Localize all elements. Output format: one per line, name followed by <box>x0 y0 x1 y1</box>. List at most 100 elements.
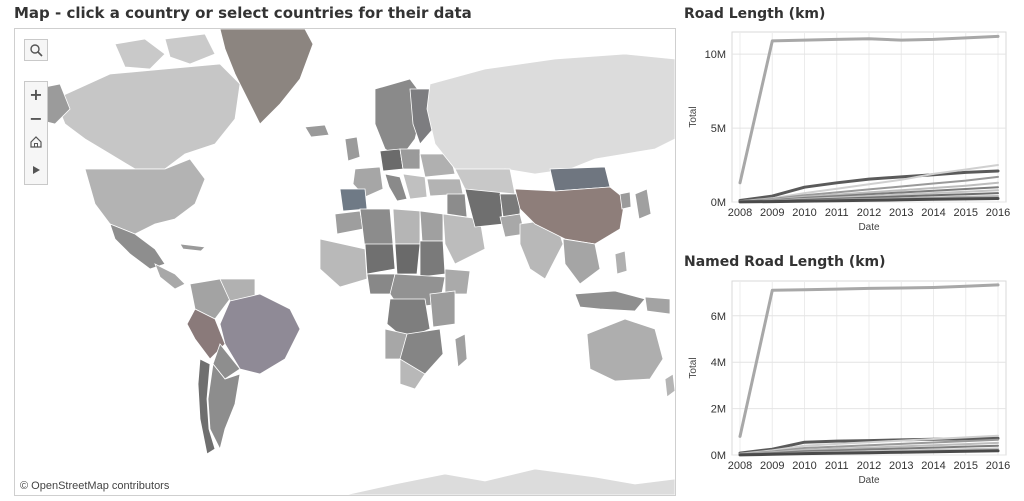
country-egypt <box>419 210 444 242</box>
road-length-title: Road Length (km) <box>684 6 826 22</box>
country-argentina <box>207 363 241 451</box>
country-ethiopia <box>444 268 471 295</box>
country-niger <box>364 243 396 275</box>
country-cuba <box>179 243 206 252</box>
x-tick-label: 2016 <box>986 207 1010 219</box>
country-south-africa <box>399 358 426 390</box>
country-colombia <box>189 278 231 320</box>
country-madagascar <box>454 333 468 368</box>
y-tick-label: 4M <box>711 357 726 369</box>
zoom-in-button[interactable]: + <box>25 82 47 106</box>
zoom-out-button[interactable]: − <box>25 106 47 130</box>
y-axis-label: Total <box>688 106 699 127</box>
series-line-10 <box>738 197 1000 204</box>
y-tick-label: 2M <box>711 404 726 416</box>
x-tick-label: 2010 <box>792 207 816 219</box>
map-attribution: © OpenStreetMap contributors <box>17 480 173 492</box>
country-papua <box>644 296 671 315</box>
x-tick-label: 2011 <box>825 460 849 472</box>
x-tick-label: 2015 <box>954 460 978 472</box>
play-icon <box>33 166 40 174</box>
country-sudan <box>419 240 446 278</box>
country-peru <box>186 308 226 360</box>
country-balkans <box>402 173 428 200</box>
series-line-4 <box>739 175 999 203</box>
home-icon <box>30 136 42 148</box>
series-line-2 <box>738 169 1000 202</box>
y-tick-label: 5M <box>711 123 726 135</box>
x-tick-label: 2014 <box>921 207 945 219</box>
country-philippines <box>614 250 628 275</box>
country-usa <box>84 158 206 235</box>
road-length-chart[interactable]: 0M 5M 10M 2008 2009 2010 2011 2012 2013 2014 2015 2… <box>680 28 1020 242</box>
country-iceland <box>304 124 330 138</box>
named-road-length-title: Named Road Length (km) <box>684 254 886 270</box>
search-icon <box>30 44 43 57</box>
country-turkey <box>426 178 464 197</box>
y-tick-label: 0M <box>711 450 726 462</box>
country-china <box>514 186 626 245</box>
country-west-africa <box>319 238 368 288</box>
country-southeast-asia <box>562 238 601 285</box>
country-korea <box>619 191 632 210</box>
x-tick-label: 2013 <box>889 460 913 472</box>
country-central-asia <box>454 168 516 195</box>
country-new-zealand <box>664 373 675 398</box>
x-tick-label: 2008 <box>728 460 752 472</box>
country-finland <box>409 88 434 145</box>
x-tick-label: 2008 <box>728 207 752 219</box>
country-algeria <box>359 208 394 250</box>
country-chile <box>197 358 216 455</box>
country-russia <box>426 53 675 175</box>
y-tick-label: 6M <box>711 311 726 323</box>
country-libya <box>392 208 421 245</box>
x-axis-label: Date <box>858 475 880 486</box>
country-morocco <box>334 210 364 235</box>
series-line-1 <box>738 34 1000 185</box>
map-zoom-controls: + − <box>24 81 48 185</box>
series-line-1 <box>738 283 1000 438</box>
country-arctic-islands-2 <box>164 33 216 65</box>
search-button[interactable] <box>24 39 48 61</box>
x-tick-label: 2013 <box>889 207 913 219</box>
country-east-africa <box>429 290 456 328</box>
country-australia <box>586 318 664 382</box>
country-brazil <box>219 293 301 375</box>
y-tick-label: 0M <box>711 197 726 209</box>
y-axis-label: Total <box>688 357 699 378</box>
country-germany <box>379 148 404 172</box>
world-map-canvas[interactable] <box>15 29 675 495</box>
country-central-america <box>154 263 186 290</box>
map-title: Map - click a country or select countrie… <box>14 4 472 22</box>
country-japan <box>634 188 652 220</box>
country-iraq <box>446 193 468 218</box>
x-tick-label: 2012 <box>857 460 881 472</box>
x-tick-label: 2010 <box>792 460 816 472</box>
x-tick-label: 2009 <box>760 460 784 472</box>
country-greenland <box>219 29 314 125</box>
series-line-3 <box>739 434 999 455</box>
series-line-3 <box>739 164 999 203</box>
y-tick-label: 10M <box>705 49 726 61</box>
country-italy <box>384 173 408 202</box>
zoom-out-label: − <box>29 108 43 128</box>
country-indonesia <box>574 290 646 312</box>
country-poland <box>399 148 421 170</box>
country-uk <box>344 136 361 162</box>
x-tick-label: 2011 <box>825 207 849 219</box>
country-ukraine <box>419 153 456 178</box>
series-line-4 <box>739 438 999 456</box>
home-button[interactable] <box>25 130 47 154</box>
x-tick-label: 2009 <box>760 207 784 219</box>
world-map[interactable]: + − © OpenStreetMap contributors <box>14 28 676 496</box>
country-antarctica <box>344 468 675 495</box>
zoom-in-label: + <box>29 84 43 104</box>
named-road-length-chart[interactable]: 0M 2M 4M 6M 2008 2009 2010 2011 2012 2013 2014 2015… <box>680 275 1020 497</box>
x-tick-label: 2015 <box>954 207 978 219</box>
x-tick-label: 2016 <box>986 460 1010 472</box>
x-axis-label: Date <box>858 222 880 233</box>
country-spain <box>339 188 368 212</box>
country-canada <box>54 63 241 170</box>
play-button[interactable] <box>25 158 47 182</box>
country-arctic-islands <box>114 38 166 70</box>
